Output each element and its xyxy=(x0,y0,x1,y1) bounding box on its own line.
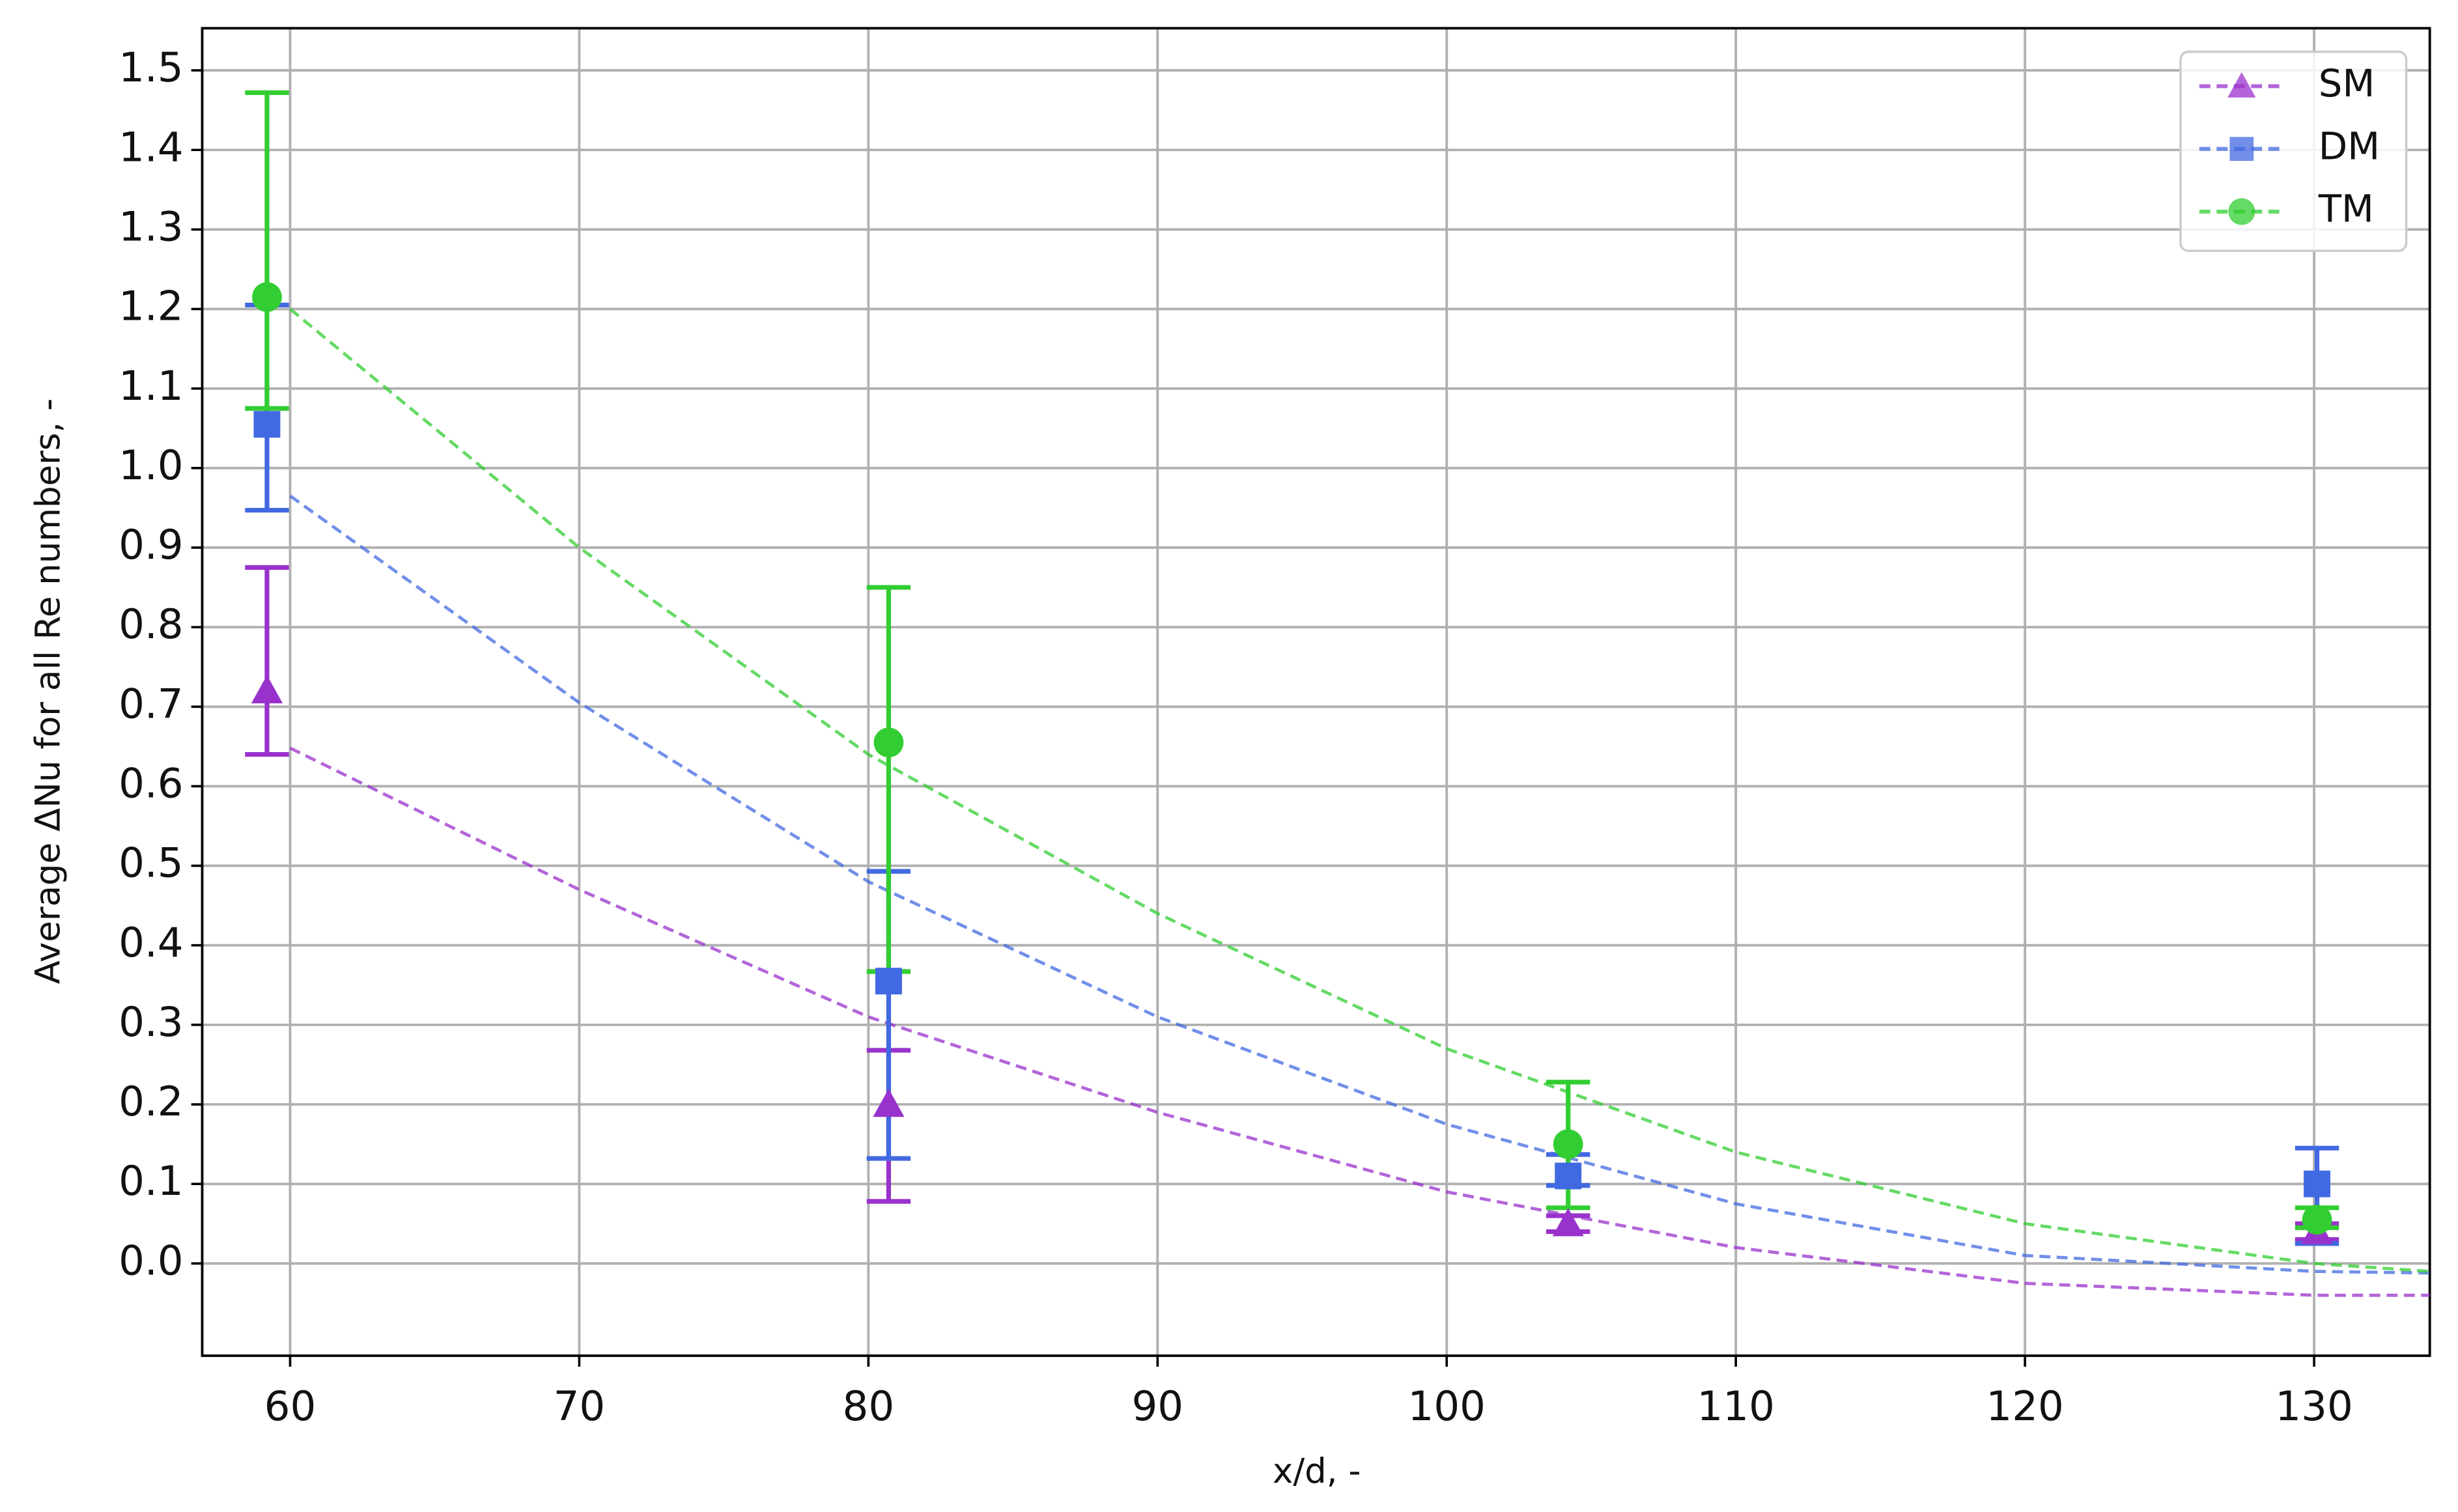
legend-label: TM xyxy=(2318,187,2374,231)
error-bar xyxy=(866,585,911,974)
y-tick-label: 0.3 xyxy=(119,998,184,1046)
marker xyxy=(2227,72,2256,98)
x-tick-label: 80 xyxy=(843,1382,895,1430)
legend-label: SM xyxy=(2319,61,2375,105)
x-tick-label: 70 xyxy=(554,1382,606,1430)
x-axis-label: x/d, - xyxy=(1273,1451,1361,1491)
y-tick-label: 1.4 xyxy=(119,123,184,171)
y-tick-label: 0.7 xyxy=(119,680,184,727)
y-tick-label: 1.3 xyxy=(119,203,184,250)
y-tick-label: 1.5 xyxy=(119,44,184,91)
x-tick-label: 110 xyxy=(1697,1382,1774,1430)
y-tick-label: 1.2 xyxy=(119,283,184,330)
marker xyxy=(1552,1208,1584,1237)
x-tick-label: 100 xyxy=(1408,1382,1486,1430)
fit-line xyxy=(289,307,2430,1273)
marker xyxy=(253,411,281,438)
fit-line xyxy=(289,746,2430,1297)
y-tick-label: 0.9 xyxy=(119,521,184,568)
marker xyxy=(873,727,904,758)
error-bar xyxy=(245,90,289,411)
y-tick-label: 0.0 xyxy=(119,1237,184,1284)
marker xyxy=(2304,1170,2330,1197)
x-tick-label: 130 xyxy=(2275,1382,2352,1430)
marker xyxy=(1555,1162,1582,1190)
marker xyxy=(2302,1205,2332,1235)
marker xyxy=(875,968,902,995)
plot-frame xyxy=(201,27,2431,1357)
marker xyxy=(873,1088,905,1117)
y-tick-label: 0.2 xyxy=(119,1078,184,1125)
x-tick-label: 60 xyxy=(264,1382,317,1430)
marker xyxy=(1553,1129,1583,1159)
marker xyxy=(2229,137,2254,161)
marker xyxy=(252,282,282,313)
y-tick-label: 0.8 xyxy=(119,600,184,648)
x-tick-label: 90 xyxy=(1131,1382,1183,1430)
error-bar xyxy=(245,565,289,757)
x-tick-label: 120 xyxy=(1986,1382,2063,1430)
y-tick-label: 0.4 xyxy=(119,919,184,966)
y-tick-label: 1.0 xyxy=(119,441,184,489)
fit-line xyxy=(289,494,2430,1275)
marker xyxy=(251,675,283,704)
y-tick-label: 0.1 xyxy=(119,1157,184,1205)
y-tick-label: 1.1 xyxy=(119,362,184,410)
y-tick-label: 0.5 xyxy=(119,839,184,887)
y-axis-label: Average ΔNu for all Re numbers, - xyxy=(29,399,68,984)
legend-label: DM xyxy=(2319,124,2380,168)
y-tick-label: 0.6 xyxy=(119,760,184,807)
marker xyxy=(2228,198,2255,225)
